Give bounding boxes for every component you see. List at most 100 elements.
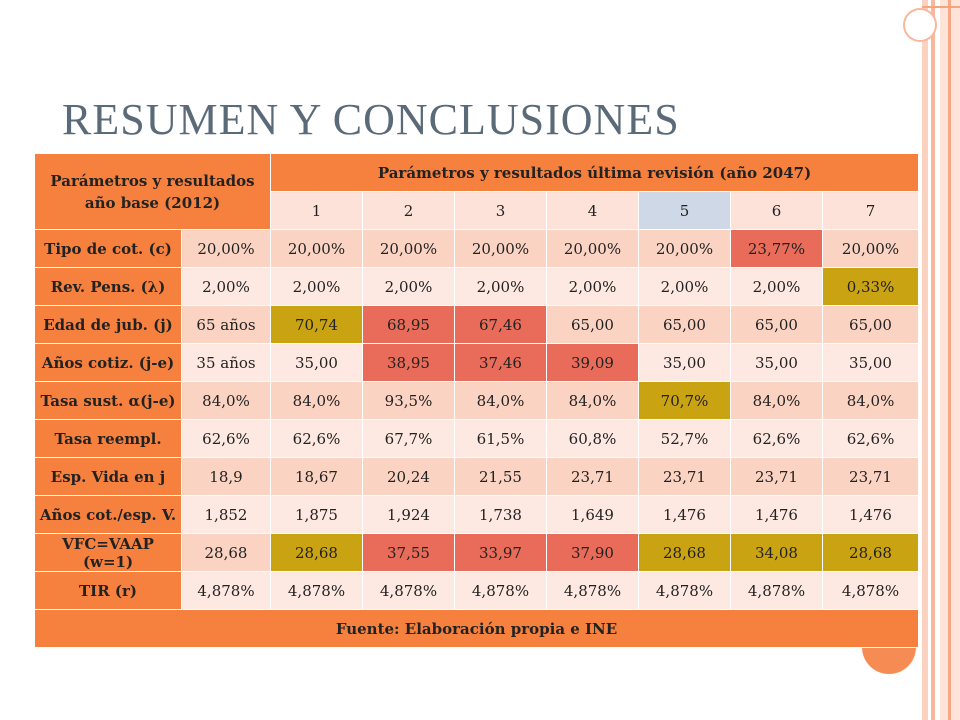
base-value-cell: 18,9: [181, 457, 271, 496]
table-row: Rev. Pens. (λ) 2,00% 2,00% 2,00% 2,00% 2,00% 2…: [34, 267, 920, 306]
value-cell: 34,08: [730, 533, 823, 572]
value-cell: 2,00%: [270, 267, 363, 306]
value-cell: 2,00%: [730, 267, 823, 306]
value-cell: 93,5%: [362, 381, 455, 420]
column-header-5: 5: [638, 191, 731, 230]
value-cell: 23,77%: [730, 229, 823, 268]
value-cell: 84,0%: [730, 381, 823, 420]
value-cell: 21,55: [454, 457, 547, 496]
value-cell: 67,46: [454, 305, 547, 344]
base-year-header: Parámetros y resultados año base (2012): [34, 153, 271, 230]
table-row: VFC=VAAP (w=1) 28,68 28,68 37,55 33,97 37,90 2…: [34, 533, 920, 572]
value-cell: 1,649: [546, 495, 639, 534]
decorative-line: [922, 6, 960, 8]
value-cell: 23,71: [546, 457, 639, 496]
value-cell: 20,00%: [454, 229, 547, 268]
value-cell: 35,00: [730, 343, 823, 382]
value-cell: 65,00: [821, 305, 920, 344]
value-cell: 84,0%: [546, 381, 639, 420]
decorative-stripe: [931, 0, 935, 720]
base-value-cell: 84,0%: [181, 381, 271, 420]
value-cell: 65,00: [638, 305, 731, 344]
revision-header: Parámetros y resultados última revisión …: [269, 153, 920, 192]
value-cell: 1,476: [638, 495, 731, 534]
base-year-header-line2: año base (2012): [84, 193, 221, 212]
value-cell: 4,878%: [821, 571, 920, 610]
value-cell: 68,95: [362, 305, 455, 344]
value-cell: 1,924: [362, 495, 455, 534]
base-value-cell: 1,852: [181, 495, 271, 534]
value-cell: 28,68: [270, 533, 363, 572]
value-cell: 33,97: [454, 533, 547, 572]
value-cell: 4,878%: [270, 571, 363, 610]
value-cell: 35,00: [821, 343, 920, 382]
value-cell: 28,68: [638, 533, 731, 572]
base-value-cell: 2,00%: [181, 267, 271, 306]
footer-row: Fuente: Elaboración propia e INE: [33, 609, 920, 648]
value-cell: 20,00%: [638, 229, 731, 268]
row-label: VFC=VAAP (w=1): [34, 533, 182, 572]
value-cell: 84,0%: [821, 381, 920, 420]
value-cell: 20,00%: [546, 229, 639, 268]
column-header-2: 2: [362, 191, 455, 230]
value-cell: 4,878%: [638, 571, 731, 610]
base-year-header-line1: Parámetros y resultados: [50, 171, 255, 190]
value-cell: 65,00: [546, 305, 639, 344]
table-row: Años cotiz. (j-e) 35 años 35,00 38,95 37,46 3…: [34, 343, 920, 382]
value-cell: 38,95: [362, 343, 455, 382]
value-cell: 37,55: [362, 533, 455, 572]
column-header-6: 6: [730, 191, 823, 230]
decorative-circle: [903, 8, 937, 42]
decorative-stripe: [948, 0, 951, 720]
row-label: Tasa sust. α(j-e): [34, 381, 182, 420]
value-cell: 1,476: [730, 495, 823, 534]
value-cell: 20,00%: [821, 229, 920, 268]
value-cell: 37,90: [546, 533, 639, 572]
value-cell: 65,00: [730, 305, 823, 344]
base-value-cell: 62,6%: [181, 419, 271, 458]
value-cell: 2,00%: [546, 267, 639, 306]
column-header-1: 1: [270, 191, 363, 230]
value-cell: 84,0%: [454, 381, 547, 420]
row-label: Esp. Vida en j: [34, 457, 182, 496]
table-row: Tasa reempl. 62,6% 62,6% 67,7% 61,5% 60,8% 52,…: [34, 419, 920, 458]
table-row: Años cot./esp. V. 1,852 1,875 1,924 1,738 1,6…: [34, 495, 920, 534]
row-label: Años cot./esp. V.: [34, 495, 182, 534]
row-label: Rev. Pens. (λ): [34, 267, 182, 306]
column-header-4: 4: [546, 191, 639, 230]
column-header-3: 3: [454, 191, 547, 230]
value-cell: 4,878%: [362, 571, 455, 610]
value-cell: 23,71: [821, 457, 920, 496]
row-label: Edad de jub. (j): [34, 305, 182, 344]
value-cell: 2,00%: [454, 267, 547, 306]
value-cell: 23,71: [730, 457, 823, 496]
base-value-cell: 35 años: [181, 343, 271, 382]
value-cell: 4,878%: [546, 571, 639, 610]
value-cell: 4,878%: [454, 571, 547, 610]
value-cell: 20,24: [362, 457, 455, 496]
value-cell: 1,875: [270, 495, 363, 534]
value-cell: 35,00: [638, 343, 731, 382]
base-value-cell: 28,68: [181, 533, 271, 572]
decorative-stripe: [922, 0, 928, 720]
table-row: Edad de jub. (j) 65 años 70,74 68,95 67,46 65…: [34, 305, 920, 344]
value-cell: 84,0%: [270, 381, 363, 420]
table-row: TIR (r) 4,878% 4,878% 4,878% 4,878% 4,878% 4,8…: [34, 571, 920, 610]
base-value-cell: 4,878%: [181, 571, 271, 610]
value-cell: 62,6%: [270, 419, 363, 458]
row-label: Años cotiz. (j-e): [34, 343, 182, 382]
base-value-cell: 20,00%: [181, 229, 271, 268]
value-cell: 62,6%: [730, 419, 823, 458]
value-cell: 20,00%: [270, 229, 363, 268]
value-cell: 28,68: [821, 533, 920, 572]
value-cell: 70,7%: [638, 381, 731, 420]
value-cell: 2,00%: [638, 267, 731, 306]
value-cell: 62,6%: [821, 419, 920, 458]
value-cell: 52,7%: [638, 419, 731, 458]
source-footer: Fuente: Elaboración propia e INE: [33, 609, 920, 648]
base-value-cell: 65 años: [181, 305, 271, 344]
table-body: Parámetros y resultados año base (2012) …: [33, 153, 920, 648]
row-label: TIR (r): [34, 571, 182, 610]
row-label: Tasa reempl.: [34, 419, 182, 458]
